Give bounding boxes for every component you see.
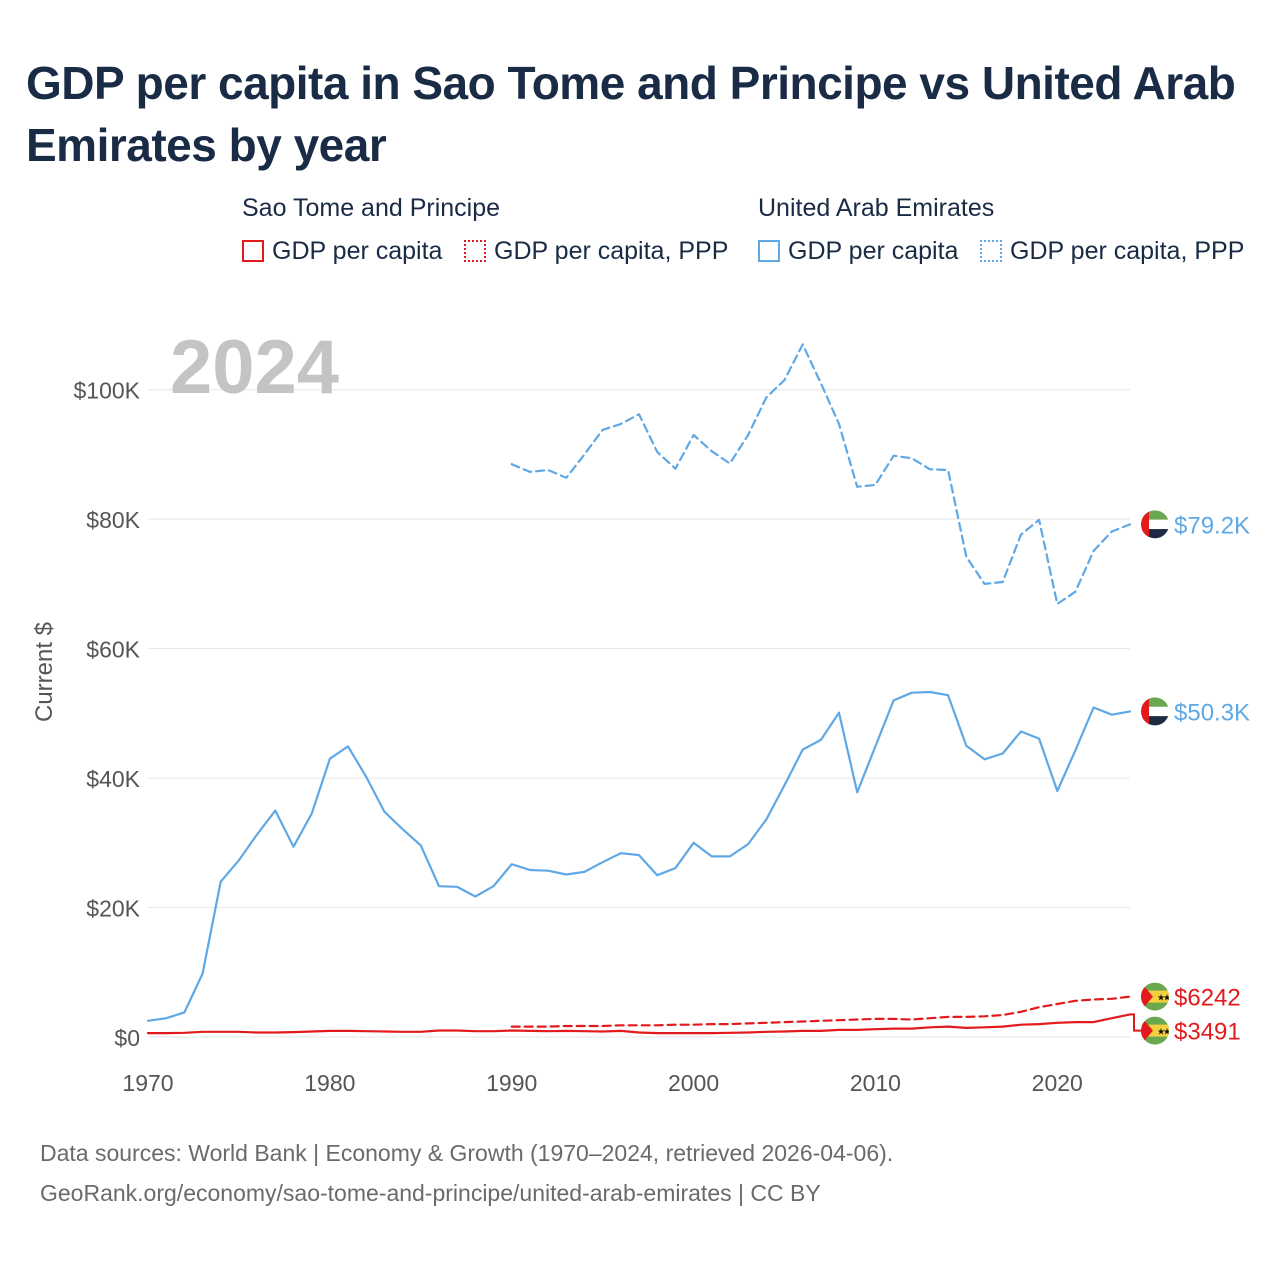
x-tick-label: 1970 bbox=[122, 1070, 173, 1096]
legend-label: GDP per capita bbox=[788, 236, 959, 265]
x-tick-label: 2020 bbox=[1032, 1070, 1083, 1096]
flag-band bbox=[1141, 697, 1149, 726]
y-tick-label: $80K bbox=[86, 507, 140, 533]
legend-swatch-solid-icon bbox=[242, 240, 264, 262]
uae-gdp-end-label: $50.3K bbox=[1174, 699, 1250, 726]
y-axis-label: Current $ bbox=[31, 622, 58, 722]
flag-star: ★ bbox=[1157, 993, 1165, 1003]
flag-band bbox=[1141, 510, 1149, 539]
flag-stripe bbox=[1141, 529, 1169, 539]
uae-flag-icon bbox=[1141, 697, 1169, 726]
x-tick-label: 1980 bbox=[304, 1070, 355, 1096]
x-tick-label: 2010 bbox=[850, 1070, 901, 1096]
flag-star: ★ bbox=[1157, 1027, 1165, 1037]
flag-stripe bbox=[1141, 706, 1169, 717]
uae-ppp-end-marker bbox=[1141, 510, 1169, 539]
y-tick-label: $40K bbox=[86, 766, 140, 792]
flag-star: ★ bbox=[1163, 1027, 1171, 1037]
stp-gdp-line bbox=[146, 1013, 1132, 1035]
x-tick-label: 2000 bbox=[668, 1070, 719, 1096]
year-watermark: 2024 bbox=[170, 325, 339, 410]
legend-item-uae-ppp[interactable]: GDP per capita, PPP bbox=[980, 236, 1244, 266]
legend-group-stp: Sao Tome and Principe bbox=[242, 194, 501, 222]
legend-swatch-dotted-icon bbox=[464, 240, 486, 262]
flag-star: ★ bbox=[1163, 993, 1171, 1003]
y-tick-label: $20K bbox=[86, 896, 140, 922]
uae-gdp-line bbox=[146, 690, 1132, 1022]
flag-stripe bbox=[1141, 519, 1169, 530]
flag-stripe bbox=[1141, 510, 1169, 520]
legend-swatch-solid-icon bbox=[758, 240, 780, 262]
legend-item-uae-gdp[interactable]: GDP per capita bbox=[758, 236, 958, 266]
stp-ppp-end-marker: ★★ bbox=[1141, 982, 1171, 1011]
flag-stripe bbox=[1141, 697, 1169, 707]
stp-gdp-connector bbox=[1130, 1013, 1141, 1032]
legend-label: GDP per capita, PPP bbox=[1010, 236, 1245, 265]
flag-triangle bbox=[1141, 1016, 1153, 1045]
stp-flag-icon: ★★ bbox=[1141, 982, 1171, 1011]
stp-flag-icon: ★★ bbox=[1141, 1016, 1171, 1045]
legend-swatch-dotted-icon bbox=[980, 240, 1002, 262]
uae-ppp-line bbox=[510, 343, 1132, 606]
flag-stripe bbox=[1141, 716, 1169, 726]
uae-ppp-end-label: $79.2K bbox=[1174, 512, 1250, 539]
stp-gdp-end-marker: ★★ bbox=[1141, 1016, 1171, 1045]
stp-ppp-end-label: $6242 bbox=[1174, 985, 1241, 1012]
source-line: Data sources: World Bank | Economy & Gro… bbox=[40, 1140, 894, 1166]
y-tick-label: $0 bbox=[114, 1025, 140, 1051]
chart-title: GDP per capita in Sao Tome and Principe … bbox=[26, 57, 1236, 171]
legend-item-stp-ppp[interactable]: GDP per capita, PPP bbox=[464, 236, 728, 266]
stp-gdp-end-label: $3491 bbox=[1174, 1019, 1241, 1046]
x-tick-label: 1990 bbox=[486, 1070, 537, 1096]
source-url: GeoRank.org/economy/sao-tome-and-princip… bbox=[40, 1180, 821, 1206]
legend-label: GDP per capita bbox=[272, 236, 443, 265]
y-tick-label: $100K bbox=[73, 378, 140, 404]
legend-group-uae: United Arab Emirates bbox=[758, 194, 995, 222]
uae-gdp-end-marker bbox=[1141, 697, 1169, 726]
y-tick-label: $60K bbox=[86, 637, 140, 663]
legend-label: GDP per capita, PPP bbox=[494, 236, 729, 265]
legend-item-stp-gdp[interactable]: GDP per capita bbox=[242, 236, 442, 266]
flag-triangle bbox=[1141, 982, 1153, 1011]
uae-flag-icon bbox=[1141, 510, 1169, 539]
stp-ppp-line bbox=[510, 995, 1132, 1028]
